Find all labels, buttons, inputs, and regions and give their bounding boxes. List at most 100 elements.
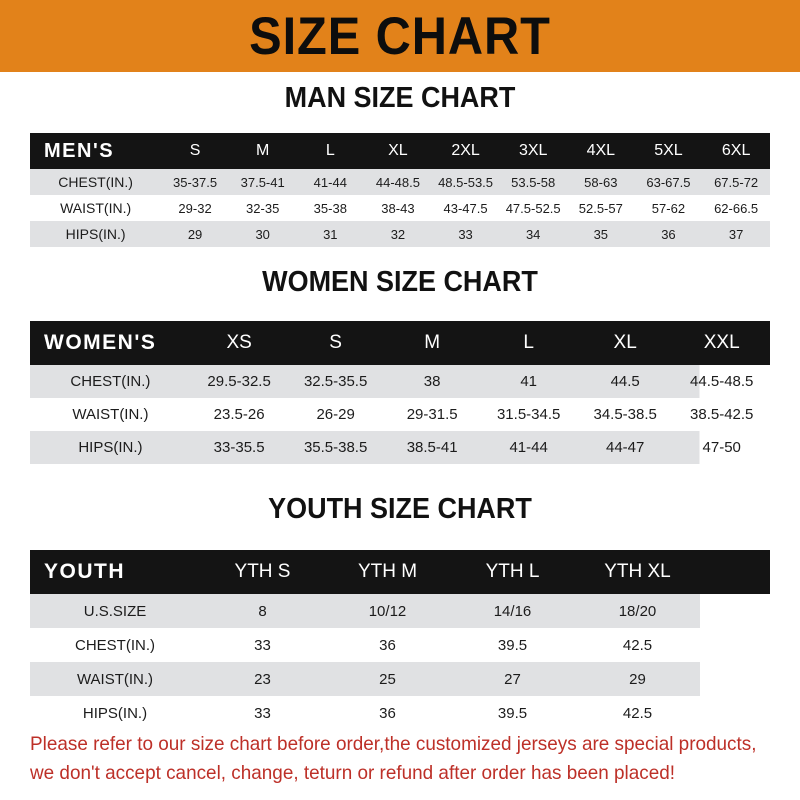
youth-row-0-label: U.S.SIZE (83, 602, 147, 620)
women-row-1-val-1: 26-29 (316, 406, 355, 423)
youth-row-1-val-2: 39.5 (497, 636, 528, 654)
men-col-7: 5XL (654, 142, 683, 159)
women-row-0-val-5: 44.5-48.5 (690, 373, 754, 390)
youth-row-0-val-2: 14/16 (493, 602, 532, 620)
men-header-row: MEN'S S M L XL 2XL 3XL 4XL 5XL 6XL (30, 133, 770, 169)
men-row-0-val-2: 41-44 (313, 174, 347, 190)
youth-table-body: U.S.SIZE 8 10/12 14/16 18/20 CHEST(IN.) … (30, 594, 770, 730)
women-size-table: WOMEN'S XS S M L XL XXL CHEST(IN.) 29.5-… (30, 321, 770, 464)
table-row: HIPS(IN.) 29 30 31 32 33 34 35 36 37 (30, 221, 770, 247)
men-row-2-val-8: 37 (728, 226, 744, 242)
men-table-body: CHEST(IN.) 35-37.5 37.5-41 41-44 44-48.5… (30, 169, 770, 247)
women-col-5: XXL (703, 332, 740, 353)
women-row-0-val-1: 32.5-35.5 (303, 373, 368, 390)
men-row-2-val-6: 35 (593, 226, 609, 242)
men-table-header: MEN'S S M L XL 2XL 3XL 4XL 5XL 6XL (30, 133, 770, 169)
men-col-5: 3XL (518, 142, 548, 159)
men-row-1-val-0: 29-32 (178, 200, 212, 216)
youth-corner-label: YOUTH (44, 560, 125, 583)
men-col-3: XL (388, 142, 408, 159)
youth-table-header: YOUTH YTH S YTH M YTH L YTH XL (30, 550, 770, 594)
women-col-2: M (424, 332, 441, 353)
table-row: WAIST(IN.) 23 25 27 29 (30, 662, 770, 696)
table-row: HIPS(IN.) 33 36 39.5 42.5 (30, 696, 770, 730)
men-size-table: MEN'S S M L XL 2XL 3XL 4XL 5XL 6XL CHEST… (30, 133, 770, 247)
men-row-2-val-7: 36 (661, 226, 676, 242)
men-row-2-val-3: 32 (390, 226, 406, 242)
men-row-0-val-6: 58-63 (584, 174, 618, 190)
women-header-row: WOMEN'S XS S M L XL XXL (30, 321, 770, 365)
youth-row-1-val-0: 33 (254, 636, 271, 654)
page-banner: SIZE CHART (0, 0, 800, 72)
youth-row-2-spacer (700, 662, 770, 696)
men-col-6: 4XL (586, 142, 616, 159)
men-col-8: 6XL (721, 142, 751, 159)
women-col-3: L (523, 332, 534, 353)
women-row-2-val-1: 35.5-38.5 (303, 439, 368, 456)
youth-col-1: YTH M (357, 561, 418, 582)
table-row: CHEST(IN.) 33 36 39.5 42.5 (30, 628, 770, 662)
women-row-0-val-0: 29.5-32.5 (207, 373, 271, 390)
table-row: U.S.SIZE 8 10/12 14/16 18/20 (30, 594, 770, 628)
men-row-2-val-1: 30 (255, 226, 270, 242)
women-section: WOMEN SIZE CHART WOMEN'S XS S M L XL XXL… (30, 268, 770, 464)
women-row-2-val-4: 44-47 (605, 439, 645, 456)
youth-row-0-val-1: 10/12 (368, 602, 407, 620)
men-row-2-val-0: 29 (187, 226, 203, 242)
women-row-2-val-0: 33-35.5 (213, 439, 265, 456)
men-row-0-val-4: 48.5-53.5 (438, 174, 494, 190)
youth-col-3: YTH XL (604, 561, 671, 582)
youth-row-1-label: CHEST(IN.) (75, 636, 155, 654)
women-row-2-val-5: 47-50 (702, 439, 741, 456)
women-row-2-label: HIPS(IN.) (78, 439, 143, 456)
women-row-0-val-4: 44.5 (610, 373, 640, 390)
table-row: WAIST(IN.) 29-32 32-35 35-38 38-43 43-47… (30, 195, 770, 221)
men-col-0: S (189, 142, 201, 159)
youth-row-1-spacer (700, 628, 770, 662)
youth-header-row: YOUTH YTH S YTH M YTH L YTH XL (30, 550, 770, 594)
men-col-4: 2XL (451, 142, 480, 159)
men-col-1: M (256, 142, 270, 159)
men-row-0-val-0: 35-37.5 (173, 174, 218, 190)
table-row: CHEST(IN.) 29.5-32.5 32.5-35.5 38 41 44.… (30, 365, 770, 398)
notice-line-1: Please refer to our size chart before or… (30, 733, 757, 755)
women-row-2-val-3: 41-44 (509, 439, 548, 456)
men-row-1-val-2: 35-38 (313, 200, 347, 216)
youth-row-2-val-1: 25 (379, 670, 396, 688)
youth-row-3-spacer (700, 696, 770, 730)
women-table-body: CHEST(IN.) 29.5-32.5 32.5-35.5 38 41 44.… (30, 365, 770, 464)
women-col-1: S (329, 332, 342, 353)
youth-row-2-val-0: 23 (254, 670, 271, 688)
youth-row-3-val-1: 36 (379, 704, 396, 722)
women-row-1-val-4: 34.5-38.5 (593, 406, 657, 423)
men-row-2-val-5: 34 (525, 226, 541, 242)
youth-row-3-label: HIPS(IN.) (82, 704, 148, 722)
women-corner-label: WOMEN'S (44, 331, 157, 354)
men-row-2-val-4: 33 (458, 226, 473, 242)
men-row-0-val-5: 53.5-58 (511, 174, 556, 190)
men-row-1-val-1: 32-35 (246, 200, 280, 216)
youth-col-spacer (700, 550, 770, 594)
youth-col-0: YTH S (234, 561, 291, 582)
youth-row-1-val-3: 42.5 (622, 636, 653, 654)
youth-row-0-val-0: 8 (258, 602, 267, 620)
men-row-1-val-7: 57-62 (651, 200, 686, 216)
men-row-2-label: HIPS(IN.) (65, 226, 126, 242)
men-row-0-val-7: 63-67.5 (646, 174, 691, 190)
men-row-2-val-2: 31 (323, 226, 338, 242)
youth-row-3-val-0: 33 (254, 704, 271, 722)
youth-row-2-val-3: 29 (629, 670, 646, 688)
men-row-0-val-8: 67.5-72 (714, 174, 759, 190)
youth-row-3-val-3: 42.5 (622, 704, 653, 722)
table-row: WAIST(IN.) 23.5-26 26-29 29-31.5 31.5-34… (30, 398, 770, 431)
youth-section-title: YOUTH SIZE CHART (268, 493, 532, 525)
men-row-1-val-3: 38-43 (381, 200, 415, 216)
women-row-0-label: CHEST(IN.) (70, 373, 151, 390)
men-row-1-val-8: 62-66.5 (714, 200, 759, 216)
women-col-4: XL (613, 332, 637, 353)
youth-col-2: YTH L (485, 561, 540, 582)
women-row-1-label: WAIST(IN.) (72, 406, 149, 423)
men-row-1-val-6: 52.5-57 (578, 200, 623, 216)
women-row-1-val-3: 31.5-34.5 (496, 406, 561, 423)
